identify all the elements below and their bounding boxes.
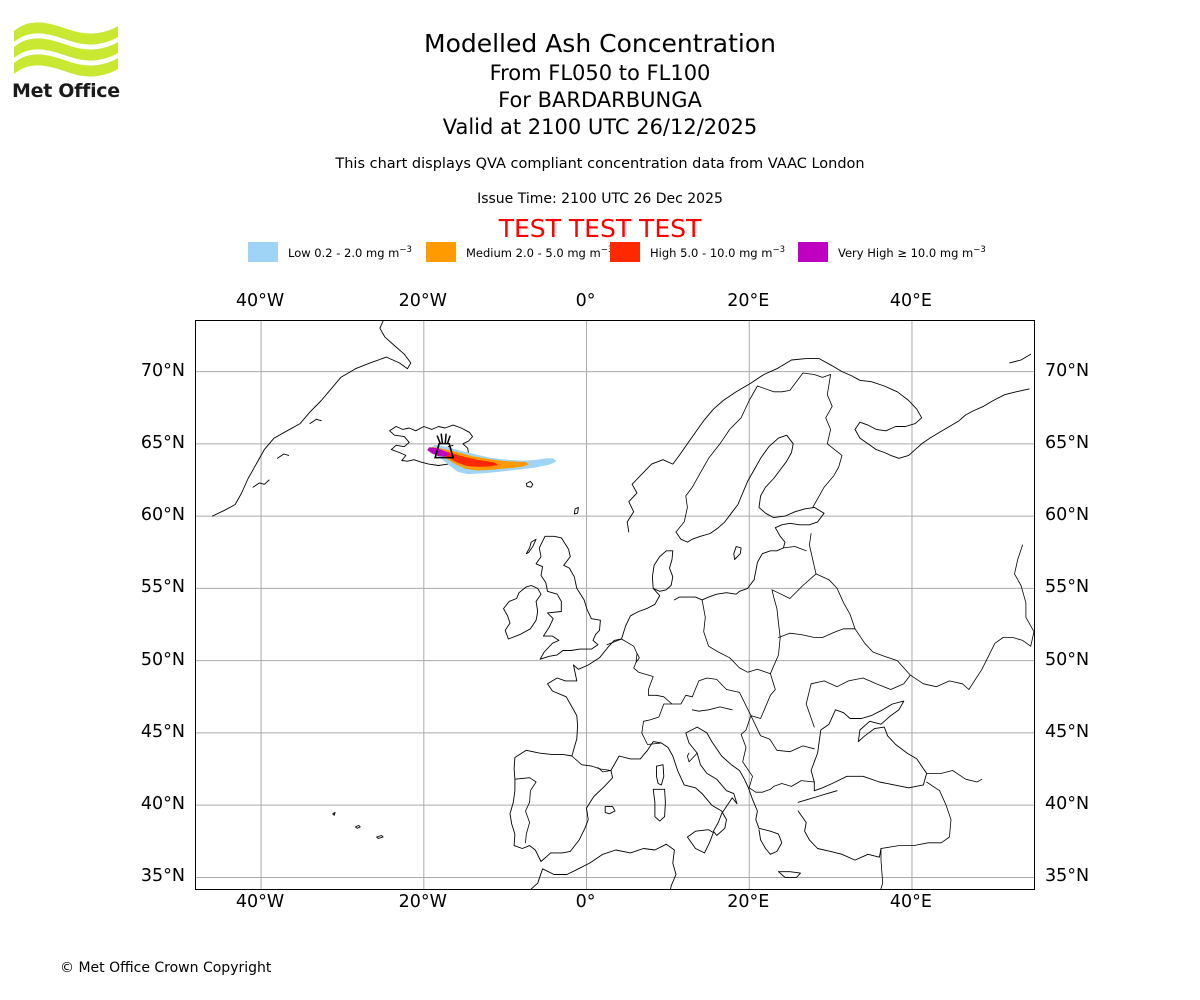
lon-tick-label: 0° bbox=[575, 892, 596, 912]
lat-tick-label: 45°N bbox=[1045, 721, 1090, 742]
legend-label-high: High 5.0 - 10.0 mg m−3 bbox=[650, 244, 785, 260]
chart-title-block: Modelled Ash Concentration From FL050 to… bbox=[0, 28, 1200, 141]
met-office-logo-text: Met Office bbox=[12, 80, 120, 102]
lon-tick-label: 20°W bbox=[398, 892, 447, 912]
lon-tick-label: 40°W bbox=[235, 892, 285, 912]
ash-plume-layers bbox=[427, 444, 557, 475]
map-canvas bbox=[196, 321, 1034, 889]
lat-tick-label: 55°N bbox=[140, 577, 185, 598]
ash-contour bbox=[427, 447, 449, 457]
legend-label-medium: Medium 2.0 - 5.0 mg m−3 bbox=[466, 244, 614, 260]
test-banner: TEST TEST TEST bbox=[498, 214, 702, 243]
legend-swatch-low bbox=[248, 242, 278, 262]
ash-contour bbox=[432, 446, 529, 471]
lat-tick-label: 70°N bbox=[1045, 360, 1090, 381]
lon-tick-label: 20°W bbox=[398, 291, 447, 311]
lon-tick-label: 40°W bbox=[235, 291, 285, 311]
lat-tick-label: 65°N bbox=[1045, 432, 1090, 453]
ash-contour bbox=[431, 447, 498, 467]
page-title: Modelled Ash Concentration bbox=[424, 29, 776, 58]
lat-tick-label: 50°N bbox=[1045, 649, 1090, 670]
lat-tick-label: 35°N bbox=[140, 866, 185, 887]
lon-tick-label: 20°E bbox=[727, 291, 770, 311]
lat-tick-label: 70°N bbox=[140, 360, 185, 381]
lat-tick-label: 45°N bbox=[140, 721, 185, 742]
flight-level-subtitle: From FL050 to FL100 bbox=[489, 61, 711, 85]
legend-item-very-high: Very High ≥ 10.0 mg m−3 bbox=[798, 241, 986, 263]
lat-tick-label: 40°N bbox=[1045, 794, 1090, 815]
lon-tick-label: 0° bbox=[575, 291, 596, 311]
lat-tick-label: 60°N bbox=[140, 505, 185, 526]
legend-label-very-high: Very High ≥ 10.0 mg m−3 bbox=[838, 244, 986, 260]
concentration-legend: Low 0.2 - 2.0 mg m−3 Medium 2.0 - 5.0 mg… bbox=[248, 241, 1008, 263]
lat-tick-label: 35°N bbox=[1045, 866, 1090, 887]
lat-tick-label: 55°N bbox=[1045, 577, 1090, 598]
lat-tick-label: 40°N bbox=[140, 794, 185, 815]
met-office-logo: Met Office bbox=[12, 18, 122, 113]
lon-tick-label: 40°E bbox=[889, 291, 932, 311]
volcano-marker-icon bbox=[434, 433, 455, 459]
legend-swatch-very-high bbox=[798, 242, 828, 262]
issue-time-text: Issue Time: 2100 UTC 26 Dec 2025 bbox=[477, 191, 723, 207]
legend-item-high: High 5.0 - 10.0 mg m−3 bbox=[610, 241, 785, 263]
legend-label-low: Low 0.2 - 2.0 mg m−3 bbox=[288, 244, 412, 260]
qva-compliance-note: This chart displays QVA compliant concen… bbox=[335, 156, 865, 172]
lat-tick-label: 60°N bbox=[1045, 505, 1090, 526]
lat-tick-label: 65°N bbox=[140, 432, 185, 453]
legend-swatch-medium bbox=[426, 242, 456, 262]
map-gridlines bbox=[196, 321, 1034, 889]
volcano-subtitle: For BARDARBUNGA bbox=[498, 88, 702, 112]
met-office-wave-icon bbox=[14, 22, 118, 77]
valid-time-subtitle: Valid at 2100 UTC 26/12/2025 bbox=[442, 115, 758, 139]
legend-item-medium: Medium 2.0 - 5.0 mg m−3 bbox=[426, 241, 613, 263]
lat-tick-label: 50°N bbox=[140, 649, 185, 670]
lon-tick-label: 40°E bbox=[889, 892, 932, 912]
legend-item-low: Low 0.2 - 2.0 mg m−3 bbox=[248, 241, 412, 263]
lon-tick-label: 20°E bbox=[727, 892, 770, 912]
legend-swatch-high bbox=[610, 242, 640, 262]
copyright-text: © Met Office Crown Copyright bbox=[60, 960, 272, 976]
map-coastlines bbox=[211, 321, 1034, 889]
ash-concentration-map[interactable] bbox=[195, 320, 1035, 890]
